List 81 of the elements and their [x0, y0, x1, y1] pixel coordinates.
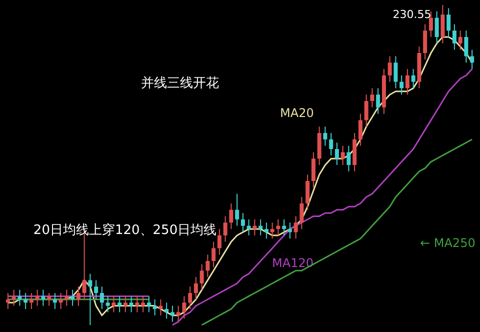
- candlestick: [428, 10, 433, 38]
- candlestick: [282, 218, 286, 236]
- candlestick: [217, 228, 222, 256]
- candlestick: [170, 305, 174, 322]
- series-label: MA120: [272, 256, 314, 270]
- annotation: 230.55: [392, 8, 432, 21]
- candlestick: [264, 222, 268, 240]
- candlestick: [64, 289, 69, 306]
- candlestick: [364, 94, 368, 128]
- candlestick: [106, 296, 110, 313]
- candlestick: [200, 264, 204, 290]
- candlestick: [188, 286, 192, 310]
- candlestick: [423, 24, 428, 60]
- candlestick: [6, 292, 10, 310]
- candlestick: [94, 280, 98, 300]
- candlestick: [123, 296, 128, 313]
- candlestick: [100, 286, 104, 310]
- candlestick: [258, 218, 263, 236]
- candlestick: [446, 8, 451, 38]
- candlestick: [300, 196, 304, 230]
- candlestick: [223, 216, 228, 242]
- candlestick: [252, 218, 257, 236]
- annotation: 20日均线上穿120、250日均线: [33, 223, 217, 238]
- candlestick: [358, 113, 362, 146]
- candlestick: [440, 4, 445, 44]
- candlestick: [294, 216, 298, 240]
- candlestick: [394, 56, 398, 89]
- candlestick: [334, 142, 339, 166]
- candlestick: [235, 193, 240, 226]
- candlestick: [164, 302, 169, 320]
- candlestick: [118, 296, 122, 313]
- candlestick: [400, 74, 404, 96]
- candlestick: [276, 218, 280, 236]
- candlestick: [458, 30, 462, 50]
- annotation: 并线三线开花: [141, 76, 219, 91]
- candlestick: [176, 305, 180, 322]
- candlestick: [388, 56, 392, 82]
- candlestick: [182, 296, 186, 320]
- candlestick: [464, 30, 468, 64]
- candlestick: [470, 49, 474, 70]
- candlestick: [346, 145, 351, 172]
- candlestick: [70, 289, 75, 306]
- candlestick: [376, 88, 380, 114]
- candlestick: [370, 88, 374, 108]
- candlestick: [58, 292, 63, 310]
- candlestick: [135, 296, 140, 313]
- candlestick: [194, 276, 198, 300]
- candlestick: [306, 174, 310, 210]
- candlestick: [129, 296, 134, 313]
- candlestick: [29, 292, 34, 310]
- candlestick: [35, 289, 40, 306]
- candlestick: [229, 202, 234, 230]
- text: ← MA250: [420, 236, 476, 250]
- candlestick: [246, 218, 251, 236]
- candlestick: [329, 132, 334, 156]
- text: MA20: [280, 106, 314, 120]
- candlestick: [288, 222, 292, 240]
- candlestick: [112, 296, 116, 313]
- candlestick: [47, 292, 52, 306]
- candlestick: [270, 222, 274, 240]
- candlestick: [141, 296, 146, 313]
- candlestick: [405, 68, 410, 96]
- candlestick: [452, 24, 456, 50]
- candlestick: [41, 289, 46, 306]
- candlestick: [311, 152, 316, 188]
- candlestick: [411, 68, 416, 89]
- candlestick: [76, 286, 80, 306]
- candlestick: [323, 126, 328, 146]
- candlestick: [340, 145, 345, 166]
- candlestick: [434, 10, 439, 44]
- candlestick: [152, 298, 157, 316]
- candlestick: [18, 289, 22, 306]
- candlestick: [52, 292, 57, 310]
- candlestick: [12, 289, 16, 306]
- candlestick: [158, 298, 163, 316]
- candlestick: [206, 254, 210, 278]
- candlestick: [240, 212, 245, 233]
- candlestick: [24, 292, 28, 310]
- candlestick: [88, 273, 92, 326]
- candlestick: [146, 296, 151, 313]
- candlestick: [212, 241, 216, 268]
